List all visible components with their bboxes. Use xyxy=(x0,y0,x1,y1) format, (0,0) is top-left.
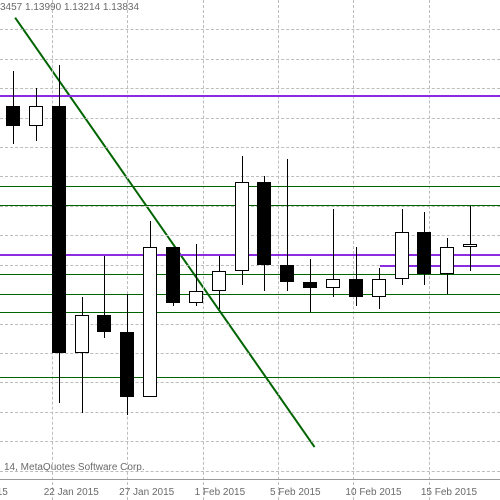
h-level-line xyxy=(0,377,500,378)
candle-body xyxy=(212,271,226,292)
x-axis-label: 22 Jan 2015 xyxy=(44,487,99,498)
h-gridline xyxy=(0,118,500,119)
candle-body xyxy=(235,182,249,270)
x-axis-label: 1 Feb 2015 xyxy=(195,487,246,498)
v-gridline xyxy=(203,0,204,500)
v-gridline xyxy=(278,0,279,500)
candle-body xyxy=(189,291,203,303)
candle-body xyxy=(166,247,180,303)
h-gridline xyxy=(0,147,500,148)
candle-body xyxy=(372,279,386,297)
candle-body xyxy=(97,315,111,333)
x-axis-label: 10 Feb 2015 xyxy=(345,487,401,498)
h-level-line xyxy=(0,95,500,97)
candle-body xyxy=(75,315,89,353)
candle-body xyxy=(143,247,157,397)
candle-body xyxy=(29,106,43,127)
candle-body xyxy=(280,265,294,283)
candle-body xyxy=(257,182,271,264)
candle-body xyxy=(52,106,66,353)
candle-body xyxy=(349,279,363,297)
candle-body xyxy=(440,247,454,273)
h-gridline xyxy=(0,471,500,472)
candle-body xyxy=(417,232,431,273)
candle-wick xyxy=(470,206,471,271)
v-gridline xyxy=(353,0,354,500)
h-gridline xyxy=(0,88,500,89)
h-gridline xyxy=(0,206,500,207)
h-gridline xyxy=(0,353,500,354)
h-level-line xyxy=(0,312,500,313)
x-axis-label: 015 xyxy=(0,487,8,498)
h-gridline xyxy=(0,382,500,383)
x-axis-line xyxy=(0,479,500,480)
candle-body xyxy=(326,279,340,288)
h-level-line xyxy=(0,205,500,206)
candle-body xyxy=(463,244,477,247)
v-gridline xyxy=(127,0,128,500)
h-gridline xyxy=(0,29,500,30)
h-gridline xyxy=(0,412,500,413)
price-chart[interactable]: 3457 1.13990 1.13214 1.13834 14, MetaQuo… xyxy=(0,0,500,500)
x-axis-label: 5 Feb 2015 xyxy=(270,487,321,498)
x-axis-label: 27 Jan 2015 xyxy=(119,487,174,498)
candle-body xyxy=(303,282,317,288)
x-axis-label: 15 Feb 2015 xyxy=(421,487,477,498)
chart-header-quote: 3457 1.13990 1.13214 1.13834 xyxy=(0,2,139,13)
h-gridline xyxy=(0,441,500,442)
candle-body xyxy=(395,232,409,279)
candle-body xyxy=(120,332,134,397)
h-level-line xyxy=(0,294,500,295)
h-gridline xyxy=(0,59,500,60)
h-gridline xyxy=(0,176,500,177)
h-level-line xyxy=(0,186,500,187)
candle-body xyxy=(6,106,20,127)
